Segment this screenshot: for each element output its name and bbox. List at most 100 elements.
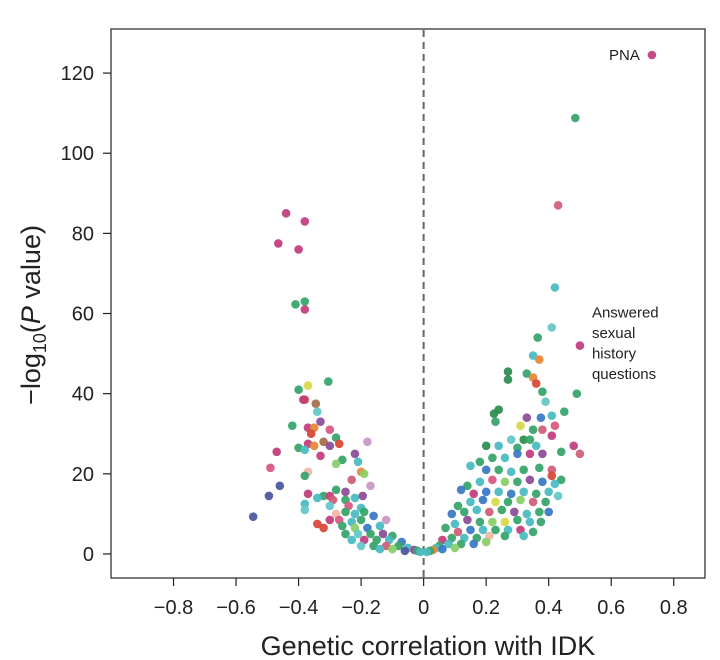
data-point [447,509,457,519]
data-point [528,527,538,537]
data-point [316,417,325,427]
data-point [519,465,528,475]
data-point [456,539,466,549]
data-point [400,546,410,556]
y-tick-label: 80 [72,223,94,245]
data-point [300,217,310,226]
data-point [488,453,497,463]
data-point [466,525,475,535]
x-tick-label: −0.4 [279,597,318,619]
data-point [516,495,525,505]
data-point [494,465,504,475]
data-point [541,397,550,407]
data-point [358,491,368,501]
data-point [525,517,535,527]
data-point [647,50,657,60]
data-point [353,529,363,539]
points-layer [248,50,657,557]
y-axis-title-rest: value) [16,225,46,306]
y-axis-title-paren: ( [16,324,46,333]
y-axis-title-subscript: 10 [30,333,50,353]
data-point [444,539,453,549]
data-point [475,457,485,467]
y-axis-title: −log10(P value) [16,225,50,405]
data-point [481,537,491,547]
data-point [541,497,550,507]
data-point [341,487,350,497]
data-point [325,501,335,511]
data-point [334,439,344,449]
data-point [547,465,557,475]
y-tick-label: 40 [72,384,94,406]
data-point [325,425,335,435]
data-point [313,407,322,417]
data-point [519,487,528,497]
plot-frame [110,28,706,579]
data-point [359,469,369,479]
data-point [466,461,475,471]
data-point [469,539,479,549]
data-point [491,525,500,535]
data-point [300,445,310,455]
data-point [513,449,522,459]
data-point [313,519,322,529]
data-point [441,523,450,533]
data-point [556,475,566,485]
data-point [481,487,491,497]
data-point [500,531,510,541]
data-point [281,209,291,218]
data-point [294,385,303,395]
data-point [560,407,569,417]
annotation-answered-sexual-history: questions [592,366,656,383]
data-point [556,447,566,457]
data-point [544,507,553,517]
data-point [491,497,500,507]
data-point [547,323,557,332]
data-point [571,113,580,123]
data-point [350,509,360,519]
data-point [513,477,522,487]
data-point [519,531,528,541]
data-point [375,544,385,554]
data-point [572,389,582,399]
x-tick-label: 0.8 [660,597,688,619]
data-point [338,455,347,465]
y-tick-label: 120 [61,63,94,85]
data-point [300,499,310,509]
data-point [528,497,538,507]
data-point [309,441,319,451]
data-point [506,467,516,477]
data-point [531,379,541,388]
data-point [363,437,372,447]
data-point [375,521,385,531]
data-point [550,421,560,431]
x-tick-label: −0.8 [154,597,193,619]
data-point [450,519,460,529]
data-point [528,351,538,360]
data-point [288,421,297,431]
data-point [525,435,535,445]
data-point [313,493,322,503]
data-point [488,517,497,527]
data-point [522,369,532,378]
data-point [538,387,547,397]
data-point [538,425,547,435]
data-point [422,547,432,557]
data-point [300,297,310,306]
data-point [533,333,542,342]
data-point [319,523,328,533]
x-tick-label: 0.4 [535,597,563,619]
data-point [266,463,275,473]
data-point [272,447,282,457]
data-point [306,429,316,439]
data-point [488,475,497,485]
data-point [338,521,347,531]
data-point [291,300,300,309]
data-point [453,527,463,537]
data-point [516,421,525,431]
data-point [522,509,532,519]
data-point [513,515,522,525]
data-point [478,525,488,535]
data-point [522,413,532,423]
data-point [378,529,388,539]
